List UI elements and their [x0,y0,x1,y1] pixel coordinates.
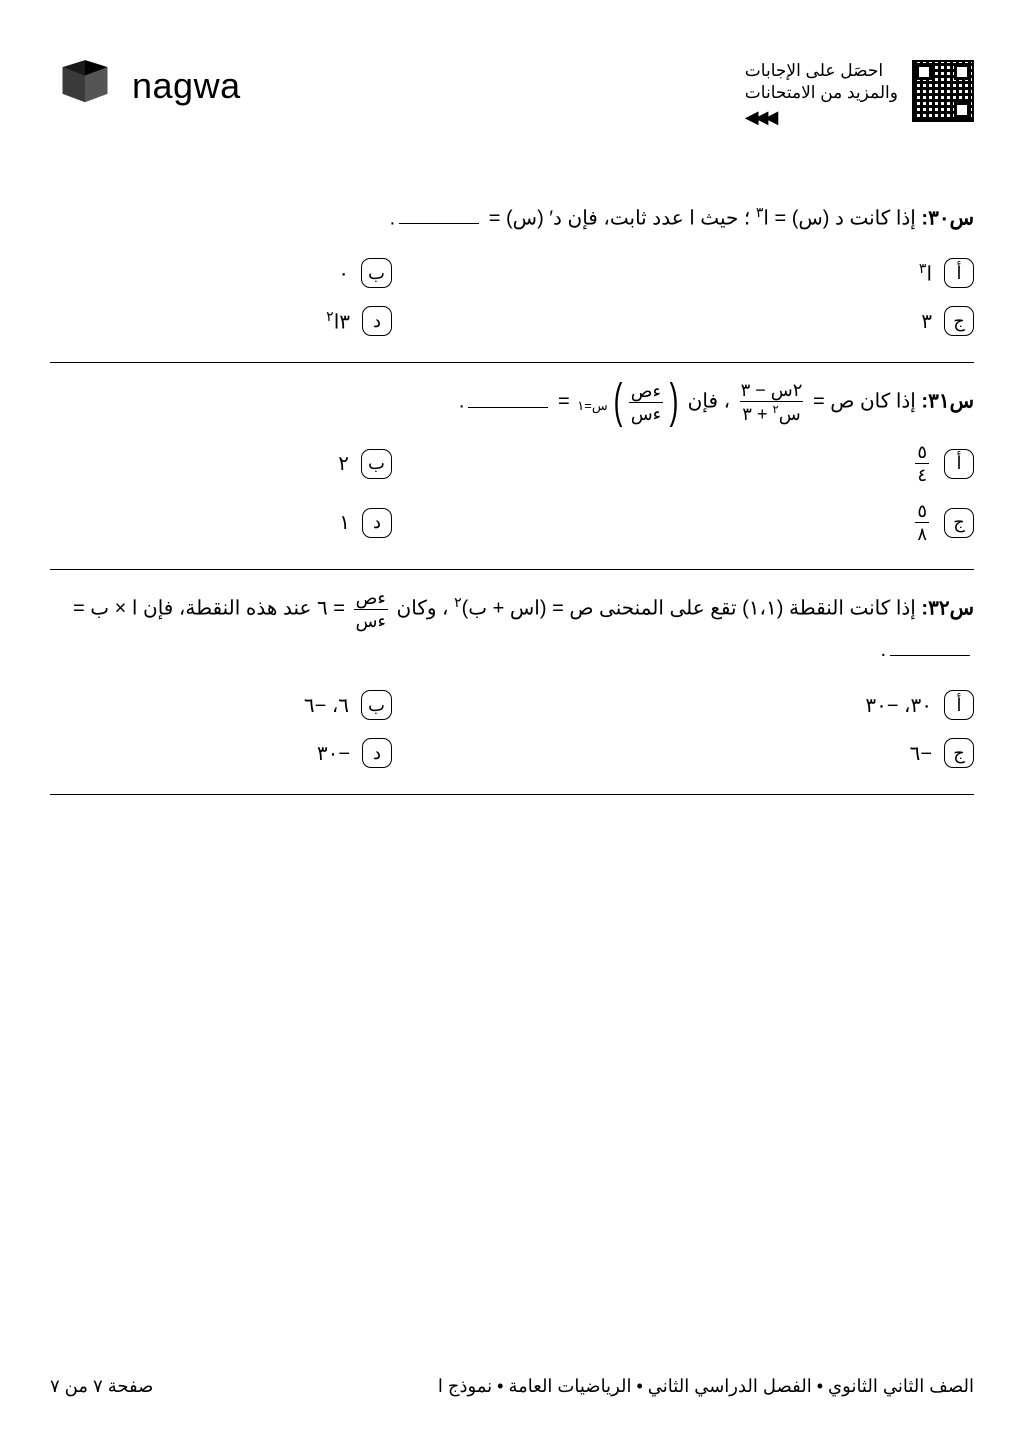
q32-choice-b[interactable]: ب ٦، −٦ [304,690,512,720]
question-32-stem: س٣٢: إذا كانت النقطة (١،١) تقع على المنح… [50,588,974,670]
q32-choice-d[interactable]: د −٣٠ [317,738,512,768]
footer-course-info: الصف الثاني الثانوي • الفصل الدراسي الثا… [438,1376,974,1397]
header-tagline: احصَل على الإجابات والمزيد من الامتحانات… [745,60,898,130]
arrows-icon: ◀◀◀ [745,106,775,129]
q32-choice-c[interactable]: ج −٦ [910,738,974,768]
footer-page-number: صفحة ٧ من ٧ [50,1376,153,1397]
tagline-line-2: والمزيد من الامتحانات [745,82,898,104]
choice-letter: ج [944,738,974,768]
choice-letter: د [362,306,392,336]
q32-choice-a[interactable]: أ ٣٠، −٣٠ [865,690,974,720]
brand-logo-icon [50,60,120,112]
q31-choice-b[interactable]: ب ٢ [338,443,512,484]
choice-text: −٦ [910,741,932,766]
choice-text: ا٣ [919,260,932,287]
fraction-denominator: س٢ + ٣ [740,401,802,423]
choice-text: ٦، −٦ [304,693,349,718]
evaluation-subscript: س=١ [575,393,609,423]
fraction-numerator: ٢س − ٣ [739,381,805,401]
qr-code-icon [912,60,974,122]
choice-text: ٣ [921,309,932,334]
fraction-numerator: ٥ [915,502,929,522]
question-32: س٣٢: إذا كانت النقطة (١،١) تقع على المنح… [50,570,974,795]
question-31-stem: س٣١: إذا كان ص = ٢س − ٣ س٢ + ٣ ، فإن ( ء… [50,381,974,423]
q32-p3: = ٦ عند هذه النقطة، فإن ا × ب = [73,598,345,620]
q32-p2: ، وكان [397,598,449,620]
fill-blank [890,644,970,656]
question-31-label: س٣١: [921,391,974,413]
choice-text: ٥ ٨ [912,502,932,543]
fraction-numerator: ٥ [915,443,929,463]
fraction-denominator: ٤ [915,463,929,484]
q30-choice-a[interactable]: أ ا٣ [919,258,974,288]
choice-text: ٣٠، −٣٠ [865,693,932,718]
q32-exp: ٢ [454,594,462,610]
q31-choice-a[interactable]: أ ٥ ٤ [912,443,974,484]
fraction-denominator: ٨ [915,522,929,543]
choice-letter: ج [944,508,974,538]
page-footer: الصف الثاني الثانوي • الفصل الدراسي الثا… [50,1376,974,1397]
q31-mid: ، فإن [688,391,730,413]
choice-fraction: ٥ ٨ [915,502,929,543]
q30-choice-d[interactable]: د ٣ا٢ [326,306,512,336]
q31-suffix: = [558,391,570,413]
fraction-denominator: ءس [629,402,663,423]
fill-blank [468,396,548,408]
choice-letter: د [362,508,392,538]
brand-name: nagwa [132,65,241,107]
choice-text: ٥ ٤ [912,443,932,484]
question-32-label: س٣٢: [921,598,974,620]
question-31-choices: أ ٥ ٤ ب ٢ ج ٥ ٨ [50,443,974,543]
choice-text: ١ [339,510,350,535]
choice-letter: ج [944,306,974,336]
choice-letter: أ [944,449,974,479]
q30-stem-after: ؛ حيث ا عدد ثابت، فإن د′ (س) = [489,207,750,229]
choice-text: −٣٠ [317,741,350,766]
choice-letter: ب [361,258,392,288]
q30-a-base: ا [926,264,932,286]
questions-list: س٣٠: إذا كانت د (س) = ا ٣ ؛ حيث ا عدد ثاب… [50,180,974,796]
header-promo: احصَل على الإجابات والمزيد من الامتحانات… [745,60,974,130]
fraction-numerator: ءص [629,382,663,402]
q31-choice-c[interactable]: ج ٥ ٨ [912,502,974,543]
choice-text: ٠ [338,261,349,286]
fraction-denominator: ءس [354,609,388,630]
choice-fraction: ٥ ٤ [915,443,929,484]
paren-open-icon: ( [670,383,679,421]
question-30-stem: س٣٠: إذا كانت د (س) = ا٣ ؛ حيث ا عدد ثاب… [50,198,974,239]
paren-close-icon: ) [613,383,622,421]
choice-text: ٢ [338,451,349,476]
question-31: س٣١: إذا كان ص = ٢س − ٣ س٢ + ٣ ، فإن ( ء… [50,363,974,570]
question-30-choices: أ ا٣ ب ٠ ج ٣ د ٣ا٢ [50,258,974,336]
brand: nagwa [50,60,241,112]
q30-choice-c[interactable]: ج ٣ [921,306,974,336]
derivative-fraction: ءص ءس [629,382,663,423]
q32-derivative-fraction: ءص ءس [354,589,388,630]
choice-letter: أ [944,690,974,720]
fill-blank [399,212,479,224]
choice-letter: د [362,738,392,768]
q31-prefix: إذا كان ص = [813,391,916,413]
choice-letter: ب [361,690,392,720]
q30-choice-b[interactable]: ب ٠ [338,258,512,288]
q31-derivative: ( ءص ءس ) س=١ [575,382,682,423]
question-30-label: س٣٠: [921,207,974,229]
fraction-numerator: ءص [354,589,388,609]
q31-choice-d[interactable]: د ١ [339,502,512,543]
question-32-choices: أ ٣٠، −٣٠ ب ٦، −٦ ج −٦ د −٣٠ [50,690,974,768]
q30-stem-before: إذا كانت د (س) = ا [763,207,916,229]
choice-letter: ب [361,449,392,479]
q30-d-exp: ٢ [326,308,334,324]
choice-letter: أ [944,258,974,288]
choice-text: ٣ا٢ [326,308,350,335]
q32-p1: إذا كانت النقطة (١،١) تقع على المنحنى ص … [462,598,916,620]
q30-d-coeff: ٣ا [334,312,350,334]
q31-main-fraction: ٢س − ٣ س٢ + ٣ [739,381,805,423]
question-30: س٣٠: إذا كانت د (س) = ا ٣ ؛ حيث ا عدد ثاب… [50,180,974,364]
page-header: احصَل على الإجابات والمزيد من الامتحانات… [50,60,974,130]
tagline-line-1: احصَل على الإجابات [745,60,883,82]
